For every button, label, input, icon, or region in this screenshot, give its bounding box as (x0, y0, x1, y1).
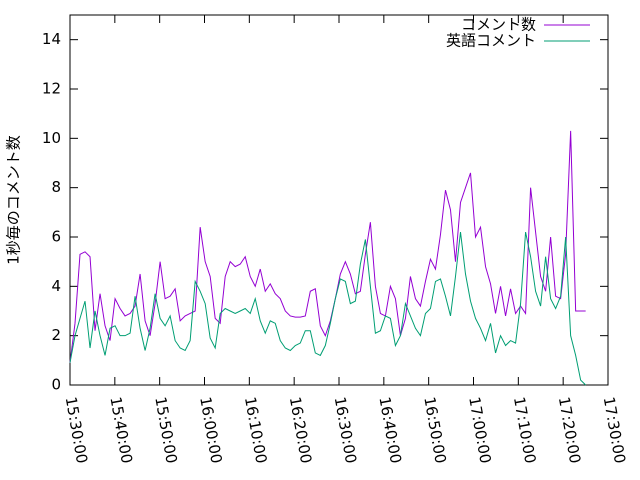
series-line (69, 130, 586, 363)
x-tick-label: 15:50:00 (151, 395, 180, 464)
y-tick-label: 4 (51, 277, 61, 295)
x-tick-label: 17:20:00 (555, 395, 584, 464)
y-tick-label: 6 (51, 228, 61, 246)
series-line (69, 231, 587, 386)
x-tick-label: 16:40:00 (375, 395, 404, 464)
legend-label: コメント数 (461, 16, 536, 34)
x-tick-label: 15:30:00 (62, 395, 91, 464)
x-tick-label: 15:40:00 (106, 395, 135, 464)
x-tick-label: 16:20:00 (286, 395, 315, 464)
y-tick-label: 10 (42, 129, 61, 147)
x-tick-label: 16:10:00 (241, 395, 270, 464)
y-tick-label: 14 (42, 30, 61, 48)
x-tick-label: 17:30:00 (600, 395, 629, 464)
y-tick-label: 0 (51, 376, 61, 394)
y-tick-label: 8 (51, 178, 61, 196)
legend-label: 英語コメント (446, 32, 536, 50)
x-tick-label: 17:00:00 (465, 395, 494, 464)
y-tick-label: 2 (51, 326, 61, 344)
y-axis-label: 1秒毎のコメント数 (5, 135, 23, 265)
x-tick-label: 16:00:00 (196, 395, 225, 464)
y-tick-label: 12 (42, 80, 61, 98)
x-tick-label: 16:30:00 (331, 395, 360, 464)
x-tick-label: 17:10:00 (510, 395, 539, 464)
x-tick-label: 16:50:00 (420, 395, 449, 464)
